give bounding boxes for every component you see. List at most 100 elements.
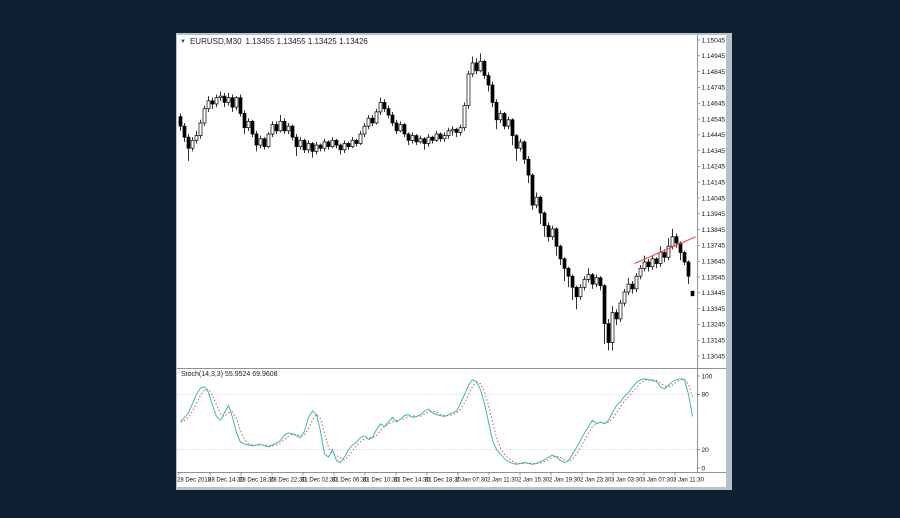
chart-area: ▼ EURUSD,M30 1.13455 1.13455 1.13425 1.1… [177, 35, 726, 487]
price-label: 1.13545 [702, 274, 726, 281]
bear-candle [382, 102, 387, 110]
bear-candle [590, 274, 595, 285]
collapse-arrow-icon[interactable]: ▼ [180, 39, 186, 45]
bear-candle [674, 236, 679, 244]
bull-candle [478, 60, 483, 72]
bear-candle [574, 286, 579, 298]
bear-candle [282, 121, 287, 132]
bull-candle [314, 144, 319, 152]
time-label: 28 Dec 18:30 [239, 478, 275, 484]
bear-candle [682, 252, 687, 263]
stoch-signal-line [180, 378, 693, 465]
bull-candle [578, 286, 583, 298]
bear-candle [502, 113, 507, 127]
time-label: 31 Dec 14:30 [394, 478, 430, 484]
bear-candle [242, 113, 247, 129]
bull-candle [234, 97, 239, 108]
stoch-scale-label: 20 [702, 447, 710, 454]
time-label: 3 Jan 03:30 [611, 478, 643, 484]
bear-candle [654, 258, 659, 264]
bull-candle [410, 135, 415, 141]
bear-candle [602, 285, 607, 324]
bull-candle [626, 283, 631, 293]
bear-candle [386, 108, 391, 116]
quote-values: 1.13455 1.13455 1.13425 1.13426 [245, 37, 368, 46]
bull-candle [610, 312, 615, 343]
price-label: 1.14145 [702, 180, 726, 187]
bull-candle [246, 121, 251, 129]
bear-candle [438, 133, 443, 140]
bull-candle [634, 275, 639, 290]
bear-candle [526, 158, 531, 176]
bull-candle [638, 267, 643, 277]
bull-candle [586, 274, 591, 280]
bear-candle [370, 117, 375, 124]
time-label: 2 Jan 23:30 [580, 478, 612, 484]
bear-candle [558, 245, 563, 260]
bull-candle [618, 302, 623, 320]
bear-candle [262, 138, 267, 148]
price-label: 1.14845 [702, 69, 726, 76]
bear-candle [678, 242, 683, 253]
bear-candle [238, 97, 243, 114]
bear-candle [414, 135, 419, 143]
bear-candle [570, 275, 575, 288]
bear-candle [294, 136, 299, 147]
price-label: 1.14745 [702, 85, 726, 92]
bear-candle [482, 60, 487, 76]
bear-candle [422, 138, 427, 144]
bear-candle [430, 136, 435, 141]
bear-candle [254, 133, 259, 146]
bull-candle [214, 97, 219, 105]
time-label: 28 Dec 22:30 [270, 478, 306, 484]
price-label: 1.14545 [702, 116, 726, 123]
bear-candle [394, 122, 399, 132]
bull-candle [594, 277, 599, 285]
bear-candle [530, 174, 535, 206]
time-label: 2 Jan 11:30 [487, 478, 519, 484]
bull-candle [498, 113, 503, 121]
chart-canvas[interactable]: 1.15045 1.14945 1.14845 1.14745 1.14645 1.145… [177, 35, 726, 487]
price-label: 1.13845 [702, 227, 726, 234]
stoch-scale-label: 80 [702, 392, 710, 399]
bear-candle [522, 141, 527, 160]
price-label: 1.14945 [702, 53, 726, 60]
time-label: 31 Dec 02:30 [301, 478, 337, 484]
bear-candle [490, 84, 495, 103]
price-axis[interactable]: 1.15045 1.14945 1.14845 1.14745 1.14645 1.145… [697, 37, 725, 360]
bull-candle [258, 138, 263, 146]
bull-candle [198, 122, 203, 136]
bear-candle [318, 144, 323, 149]
bear-candle [390, 114, 395, 124]
bull-candle [398, 124, 403, 132]
bear-candle [566, 267, 571, 277]
stoch-axis[interactable]: 100 80 20 0 [697, 373, 713, 472]
bull-candle [666, 245, 671, 258]
price-label: 1.13245 [702, 322, 726, 329]
bull-candle [458, 127, 463, 133]
price-label: 1.13045 [702, 353, 726, 360]
bear-candle [338, 144, 343, 151]
bull-candle [426, 136, 431, 144]
bear-candle [646, 261, 651, 268]
price-label: 1.13145 [702, 338, 726, 345]
bull-candle [362, 125, 367, 135]
bear-candle [250, 121, 255, 135]
price-label: 1.13645 [702, 259, 726, 266]
stoch-scale-label: 100 [702, 373, 713, 380]
chart-window: ▼ EURUSD,M30 1.13455 1.13455 1.13425 1.1… [176, 33, 732, 490]
price-label: 1.13745 [702, 243, 726, 250]
bear-candle [510, 119, 515, 136]
bear-candle [630, 283, 635, 290]
bear-candle [274, 124, 279, 132]
time-label: 2 Jan 15:30 [518, 478, 550, 484]
trendline[interactable] [634, 236, 696, 265]
bull-candle [218, 95, 223, 99]
bull-candle [418, 138, 423, 143]
bear-candle [406, 133, 411, 141]
time-label: 28 Dec 2018 [177, 478, 212, 484]
bull-candle [550, 228, 555, 238]
time-label: 2 Jan 07:30 [456, 478, 488, 484]
bear-candle [486, 75, 491, 86]
